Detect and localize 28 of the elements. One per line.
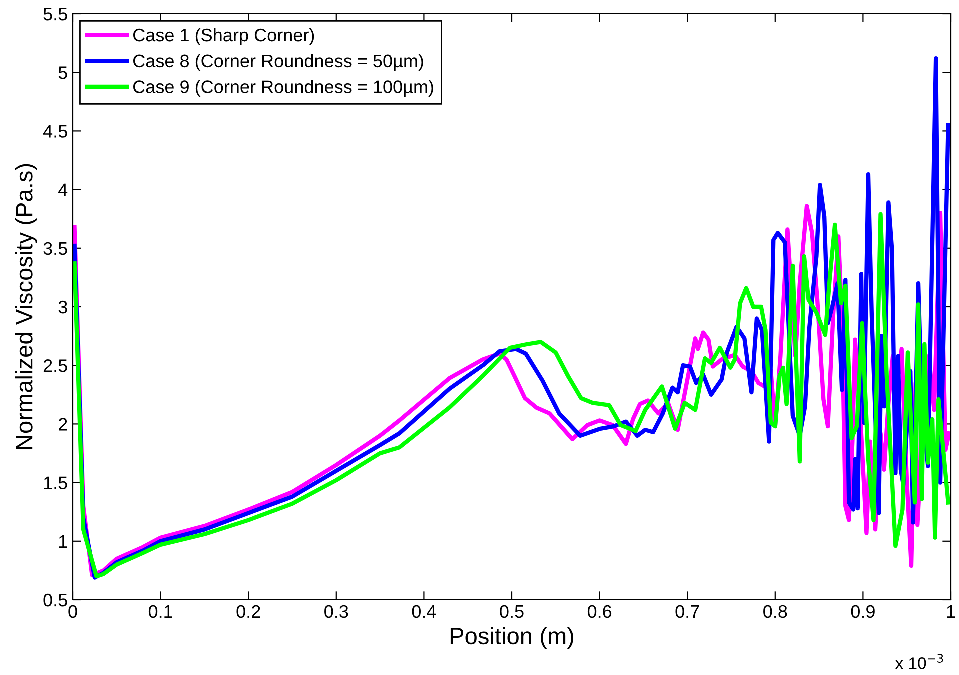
- x-tick-label: 0.6: [588, 605, 612, 618]
- y-tick-label: 0.5: [44, 594, 68, 607]
- y-axis-title: Normalized Viscosity (Pa.s): [15, 164, 38, 450]
- x-tick-label: 0.9: [851, 605, 875, 618]
- legend-label: Case 8 (Corner Roundness = 50µm): [134, 54, 424, 72]
- x-tick-label: 0.3: [324, 605, 348, 618]
- x-tick-label: 0.8: [764, 605, 788, 618]
- legend-label: Case 1 (Sharp Corner): [134, 28, 314, 46]
- legend-label: Case 9 (Corner Roundness = 100µm): [134, 80, 434, 97]
- y-tick-label: 3: [58, 300, 68, 314]
- x-tick-label: 0.7: [676, 605, 700, 618]
- text: x 10$^{−3}$: [895, 654, 944, 670]
- x-tick-label: 0.1: [148, 605, 172, 618]
- y-tick-label: 5.5: [44, 8, 68, 21]
- y-tick-label: 3.5: [44, 242, 68, 256]
- y-tick-label: 4: [58, 184, 68, 196]
- y-tick-label: 4.5: [43, 125, 68, 138]
- x-tick-label: 0.4: [412, 605, 436, 618]
- x-tick-label: 1: [947, 606, 956, 618]
- y-tick-label: 1.5: [44, 476, 68, 490]
- y-tick-label: 5: [58, 66, 68, 80]
- y-tick-label: 2: [59, 418, 68, 431]
- x-tick-label: 0.2: [236, 605, 260, 618]
- x-tick-label: 0: [68, 605, 78, 618]
- x-axis-title: Position (m): [450, 627, 574, 650]
- x-tick-label: 0.5: [500, 605, 524, 618]
- y-tick-label: 2.5: [44, 360, 68, 372]
- y-tick-label: 1: [59, 536, 68, 548]
